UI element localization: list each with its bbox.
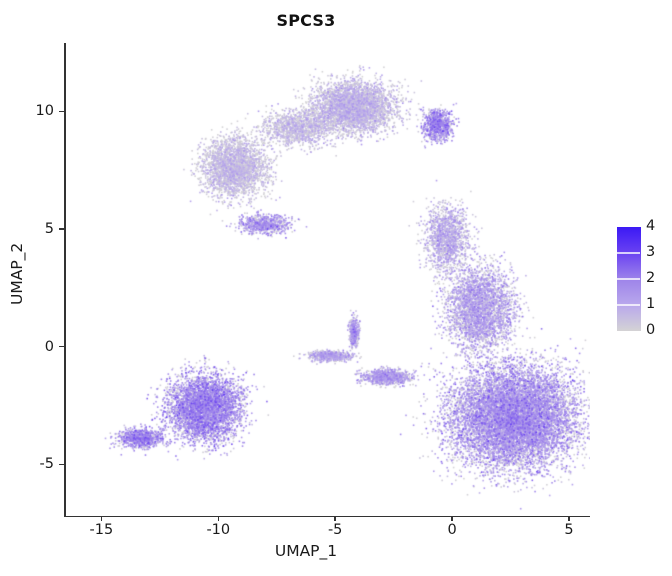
colorbar-tick-label: 3 [646, 244, 656, 260]
x-tick-label: 0 [447, 522, 457, 538]
x-tick-label: -15 [89, 522, 114, 538]
y-tick-label: 5 [44, 220, 54, 237]
x-tick-label: -5 [327, 522, 343, 538]
colorbar-tick-mark [616, 252, 640, 254]
colorbar-tick-label: 4 [646, 218, 656, 234]
colorbar-legend: 4 3 2 1 0 [616, 218, 670, 338]
y-tick-mark [59, 110, 64, 112]
y-tick-mark [59, 463, 64, 465]
colorbar-tick-label: 0 [646, 322, 656, 338]
y-tick-label: 0 [44, 338, 54, 355]
colorbar-tick-mark [616, 304, 640, 306]
x-tick-mark [334, 516, 336, 521]
x-tick-label: 5 [564, 522, 574, 538]
y-axis-title: UMAP_2 [8, 242, 26, 305]
x-axis-title: UMAP_1 [274, 542, 338, 560]
x-tick-mark [568, 516, 570, 521]
y-tick-mark [59, 228, 64, 230]
y-tick-label: 10 [35, 103, 54, 120]
colorbar-tick-mark [616, 278, 640, 280]
x-tick-mark [451, 516, 453, 521]
x-tick-mark [100, 516, 103, 521]
x-axis-line [64, 515, 590, 518]
y-tick-label: -5 [39, 456, 54, 473]
x-tick-label: -10 [206, 522, 231, 538]
scatter-plot-canvas [64, 43, 590, 516]
colorbar-tick-label: 2 [646, 270, 656, 286]
y-tick-mark [59, 345, 64, 348]
page-title: SPCS3 [276, 11, 336, 30]
x-tick-mark [217, 516, 219, 521]
colorbar-tick-label: 1 [646, 296, 656, 312]
